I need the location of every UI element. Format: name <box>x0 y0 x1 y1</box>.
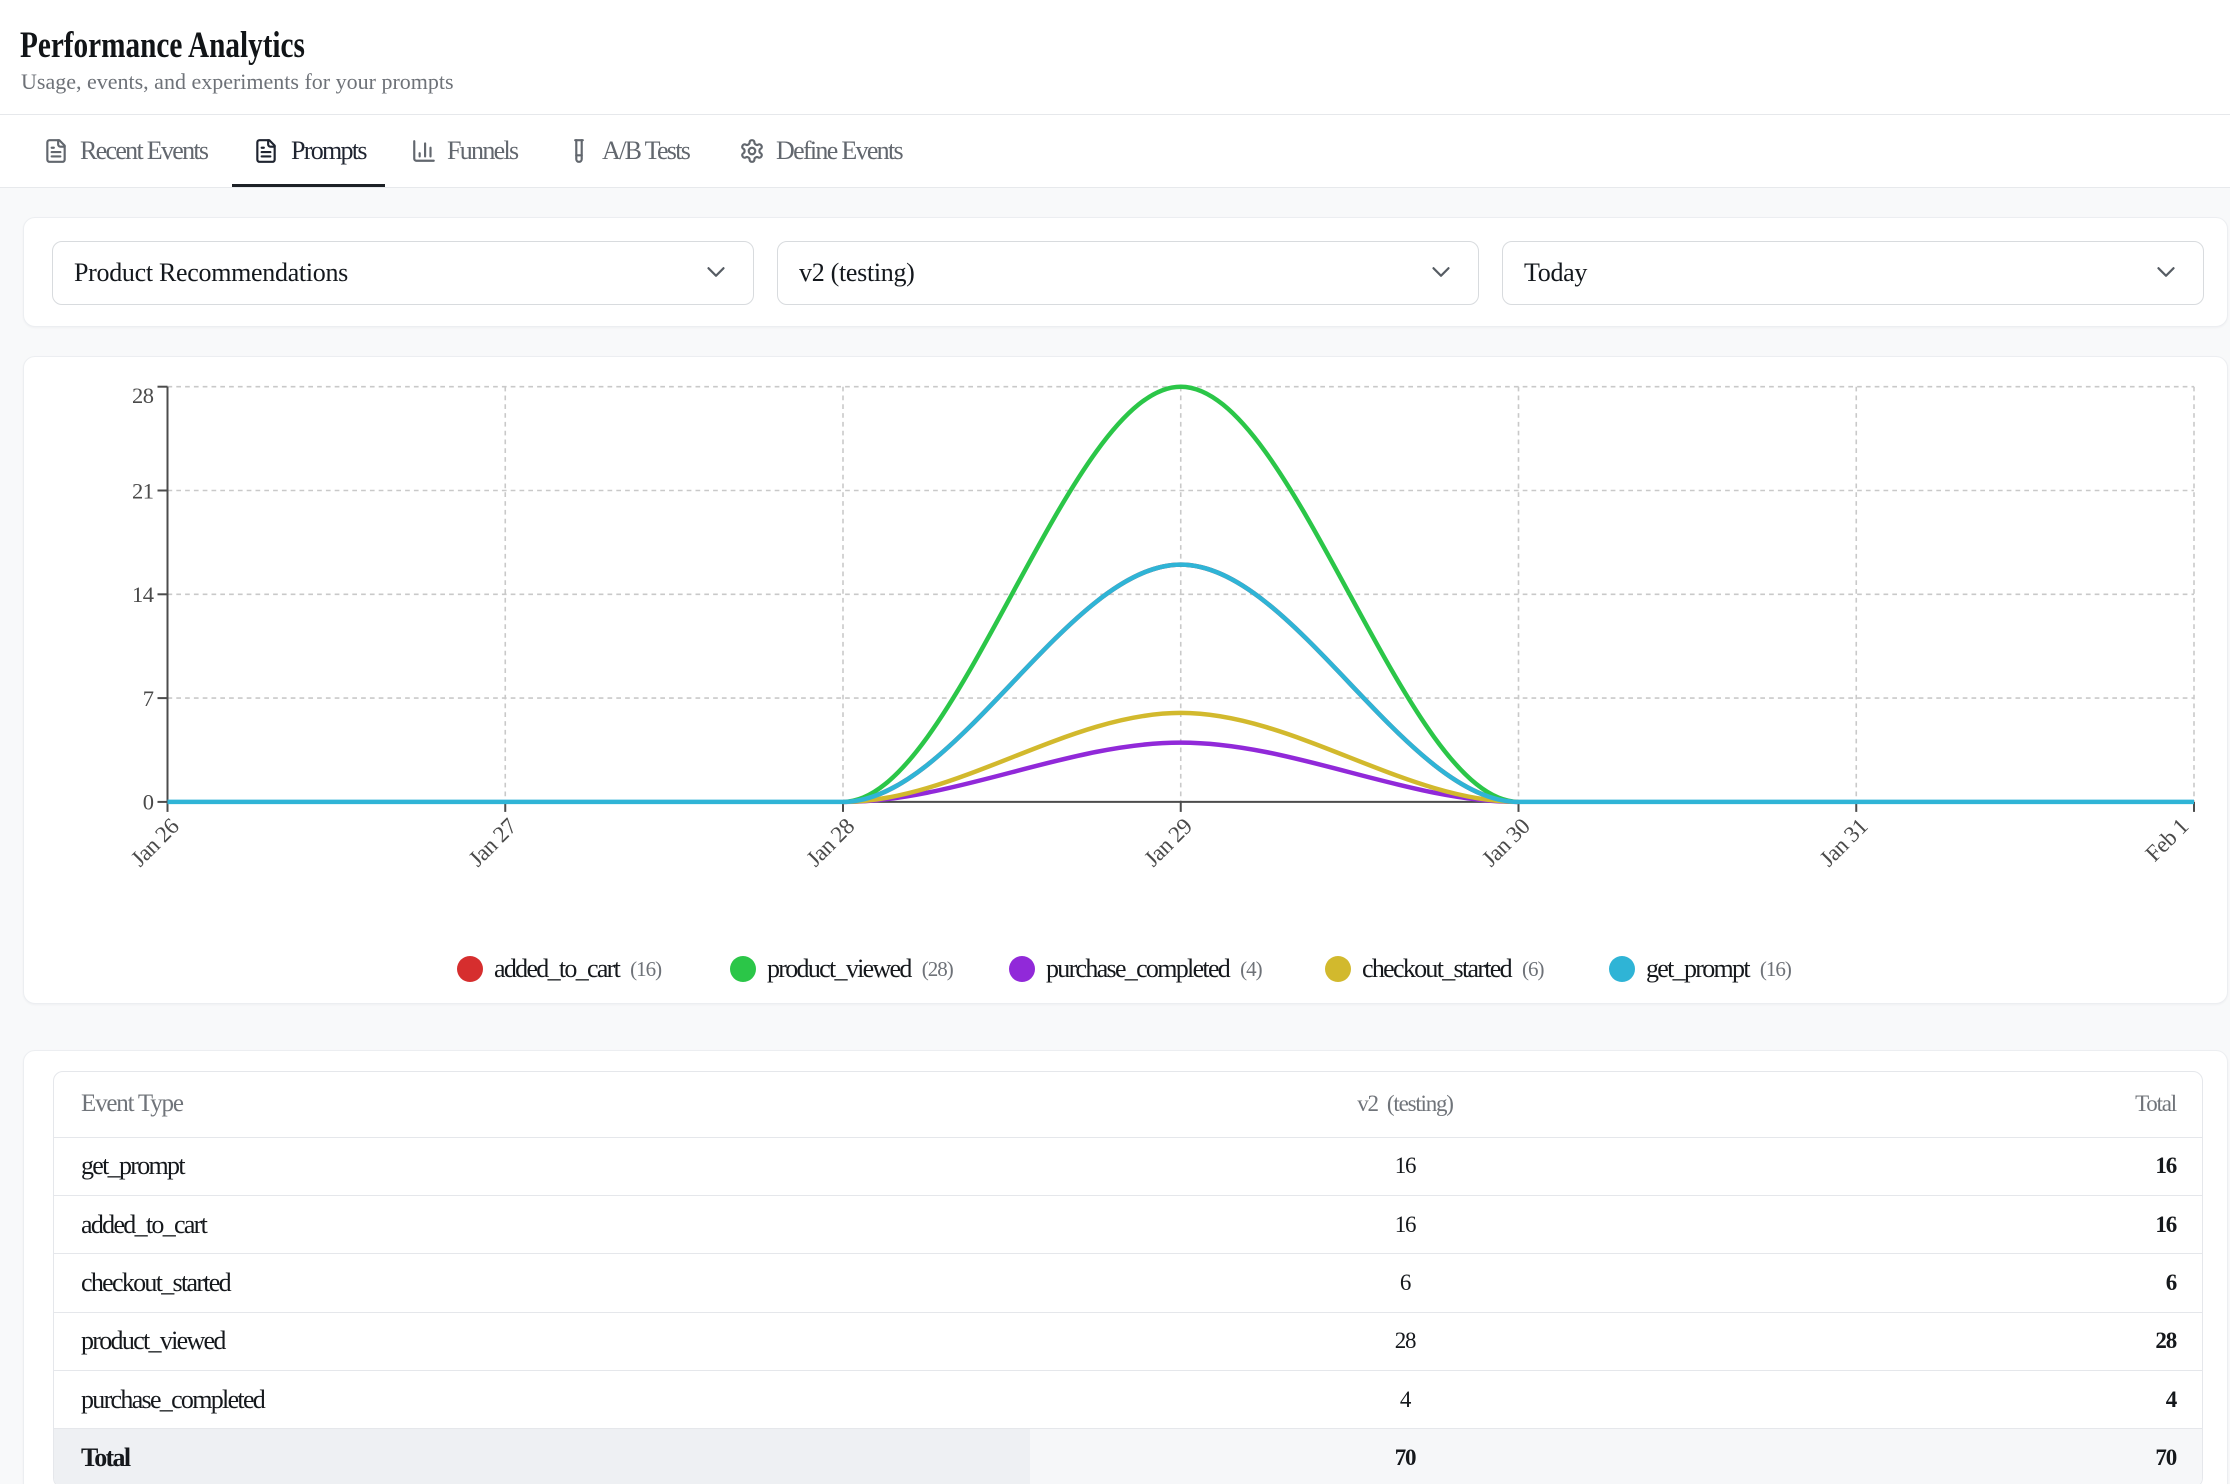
svg-text:28: 28 <box>132 383 154 408</box>
svg-text:Jan 28: Jan 28 <box>801 814 859 872</box>
svg-text:14: 14 <box>132 582 154 607</box>
svg-text:21: 21 <box>132 478 154 503</box>
svg-text:7: 7 <box>143 686 154 711</box>
svg-text:Jan 30: Jan 30 <box>1477 814 1535 872</box>
svg-text:Jan 31: Jan 31 <box>1815 814 1873 872</box>
svg-text:Jan 26: Jan 26 <box>126 814 184 872</box>
svg-text:Feb 1: Feb 1 <box>2141 814 2194 867</box>
svg-text:0: 0 <box>143 790 154 815</box>
svg-text:Jan 29: Jan 29 <box>1139 814 1197 872</box>
svg-text:Jan 27: Jan 27 <box>464 814 522 872</box>
